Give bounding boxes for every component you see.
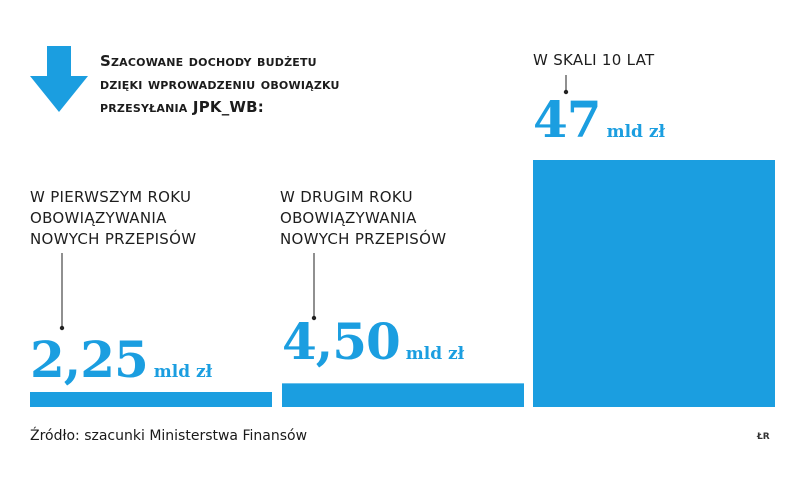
value-number: 4,50 bbox=[282, 312, 401, 371]
value-unit: mld zł bbox=[606, 122, 666, 142]
bar-1 bbox=[30, 392, 272, 407]
category-label-first-year: W PIERWSZYM ROKU OBOWIĄZYWANIA NOWYCH PR… bbox=[30, 187, 196, 250]
value-number: 47 bbox=[533, 90, 602, 149]
category-label-line: NOWYCH PRZEPISÓW bbox=[30, 230, 197, 248]
category-label-second-year: W DRUGIM ROKU OBOWIĄZYWANIA NOWYCH PRZEP… bbox=[280, 187, 446, 250]
leader-dot-1 bbox=[59, 325, 65, 331]
chart-title: Szacowane dochody budżetu dzięki wprowad… bbox=[100, 50, 480, 119]
category-label-line: OBOWIĄZYWANIA bbox=[30, 209, 167, 227]
value-label-ten-years: 47 mld zł bbox=[533, 90, 665, 149]
publisher-logo: ŁR bbox=[757, 432, 770, 442]
down-arrow-icon bbox=[30, 46, 88, 112]
category-label-line: W SKALI 10 LAT bbox=[533, 51, 655, 69]
value-number: 2,25 bbox=[30, 330, 149, 389]
leader-dot-2 bbox=[311, 315, 317, 321]
category-label-line: W PIERWSZYM ROKU bbox=[30, 188, 192, 206]
category-label-line: OBOWIĄZYWANIA bbox=[280, 209, 417, 227]
value-unit: mld zł bbox=[153, 362, 213, 382]
value-unit: mld zł bbox=[405, 344, 465, 364]
category-label-line: W DRUGIM ROKU bbox=[280, 188, 413, 206]
title-line-3: przesyłania JPK_WB: bbox=[100, 98, 264, 116]
category-label-ten-years: W SKALI 10 LAT bbox=[533, 50, 655, 71]
leader-dot-3 bbox=[563, 89, 569, 95]
title-line-1: Szacowane dochody budżetu bbox=[100, 52, 317, 70]
title-line-2: dzięki wprowadzeniu obowiązku bbox=[100, 75, 340, 93]
value-label-second-year: 4,50 mld zł bbox=[282, 312, 464, 371]
bar-2 bbox=[282, 383, 524, 407]
category-label-line: NOWYCH PRZEPISÓW bbox=[280, 230, 447, 248]
bar-3 bbox=[533, 160, 775, 407]
source-note: Źródło: szacunki Ministerstwa Finansów bbox=[30, 428, 308, 444]
value-label-first-year: 2,25 mld zł bbox=[30, 330, 212, 389]
